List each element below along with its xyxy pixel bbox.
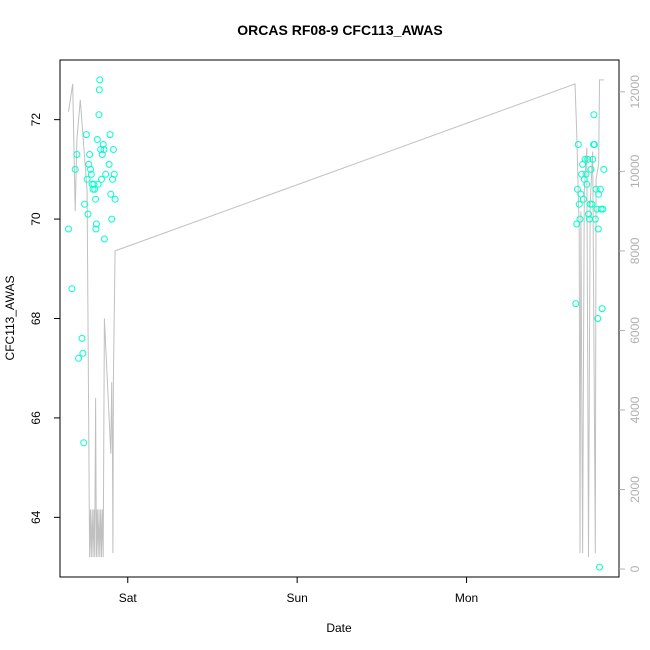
y-tick-label: 66 xyxy=(29,411,43,425)
axis-layer: 64 66 68 70 72 0 2000 4000 6000 8000 10000 12000 Sat… xyxy=(29,75,642,605)
series-line xyxy=(68,79,604,558)
y-axis-label: CFC113_AWAS xyxy=(3,276,17,361)
data-point xyxy=(68,285,76,293)
data-point xyxy=(109,146,117,153)
y2-tick-label: 10000 xyxy=(628,154,642,188)
point-layer xyxy=(65,76,608,571)
data-point xyxy=(96,76,104,84)
data-point xyxy=(75,354,83,362)
data-point xyxy=(111,195,119,203)
data-point xyxy=(83,175,91,183)
data-point xyxy=(596,563,603,571)
x-tick-label: Sun xyxy=(286,591,307,605)
data-point xyxy=(90,180,98,188)
data-point xyxy=(86,151,94,158)
y2-tick-label: 4000 xyxy=(628,396,642,423)
data-point xyxy=(108,215,116,223)
data-point xyxy=(583,180,591,188)
data-point xyxy=(91,185,99,193)
data-point xyxy=(599,205,607,213)
data-point xyxy=(94,180,102,188)
data-point xyxy=(595,190,603,198)
y2-tick-label: 2000 xyxy=(628,476,642,503)
data-point xyxy=(600,165,608,173)
data-point xyxy=(581,155,589,163)
data-point xyxy=(596,185,604,193)
y-tick-label: 68 xyxy=(29,312,43,326)
data-point xyxy=(98,175,105,183)
data-point xyxy=(110,170,118,178)
data-point xyxy=(582,170,590,178)
chart-title: ORCAS RF08-9 CFC113_AWAS xyxy=(237,22,442,38)
y2-tick-label: 6000 xyxy=(628,317,642,344)
data-point xyxy=(81,200,89,208)
data-point xyxy=(105,160,113,168)
y-tick-label: 72 xyxy=(29,113,43,127)
data-point xyxy=(591,215,599,223)
data-point xyxy=(106,131,114,139)
data-point xyxy=(109,175,116,183)
data-point xyxy=(594,225,602,233)
data-point xyxy=(594,315,602,322)
data-point xyxy=(590,141,598,148)
data-point xyxy=(579,195,587,203)
x-axis-label: Date xyxy=(326,621,352,635)
data-point xyxy=(102,170,110,178)
y-tick-label: 64 xyxy=(29,510,43,524)
data-point xyxy=(82,131,90,139)
data-point xyxy=(85,160,93,168)
data-point xyxy=(574,185,581,193)
y2-tick-label: 12000 xyxy=(628,75,642,109)
data-point xyxy=(92,225,100,233)
x-tick-label: Sat xyxy=(119,591,138,605)
data-point xyxy=(584,155,592,163)
data-point xyxy=(93,136,101,143)
line-layer xyxy=(68,79,604,558)
data-point xyxy=(65,225,72,233)
data-point xyxy=(588,200,596,208)
data-point xyxy=(589,155,597,163)
data-point xyxy=(95,111,103,119)
data-point xyxy=(87,165,94,173)
data-point xyxy=(71,165,79,173)
data-point xyxy=(590,111,598,119)
data-point xyxy=(574,141,582,148)
data-point xyxy=(576,215,584,223)
data-point xyxy=(95,86,103,94)
data-point xyxy=(572,300,580,308)
data-point xyxy=(587,165,595,173)
y2-tick-label: 8000 xyxy=(628,237,642,264)
data-point xyxy=(98,151,106,158)
y-tick-label: 70 xyxy=(29,212,43,226)
data-point xyxy=(100,235,108,243)
data-point xyxy=(78,334,86,342)
data-point xyxy=(598,305,606,313)
data-point xyxy=(92,195,100,203)
data-point xyxy=(87,170,95,178)
data-point xyxy=(107,190,115,198)
data-point xyxy=(99,141,107,148)
data-point xyxy=(100,146,108,153)
data-point xyxy=(80,439,88,447)
data-point xyxy=(73,151,81,158)
data-point xyxy=(573,220,581,228)
data-point xyxy=(84,210,92,218)
data-point xyxy=(585,210,592,218)
data-point xyxy=(575,200,583,208)
x-tick-label: Mon xyxy=(455,591,478,605)
data-point xyxy=(79,349,87,357)
y2-tick-label: 0 xyxy=(628,565,642,572)
data-point xyxy=(92,220,100,228)
